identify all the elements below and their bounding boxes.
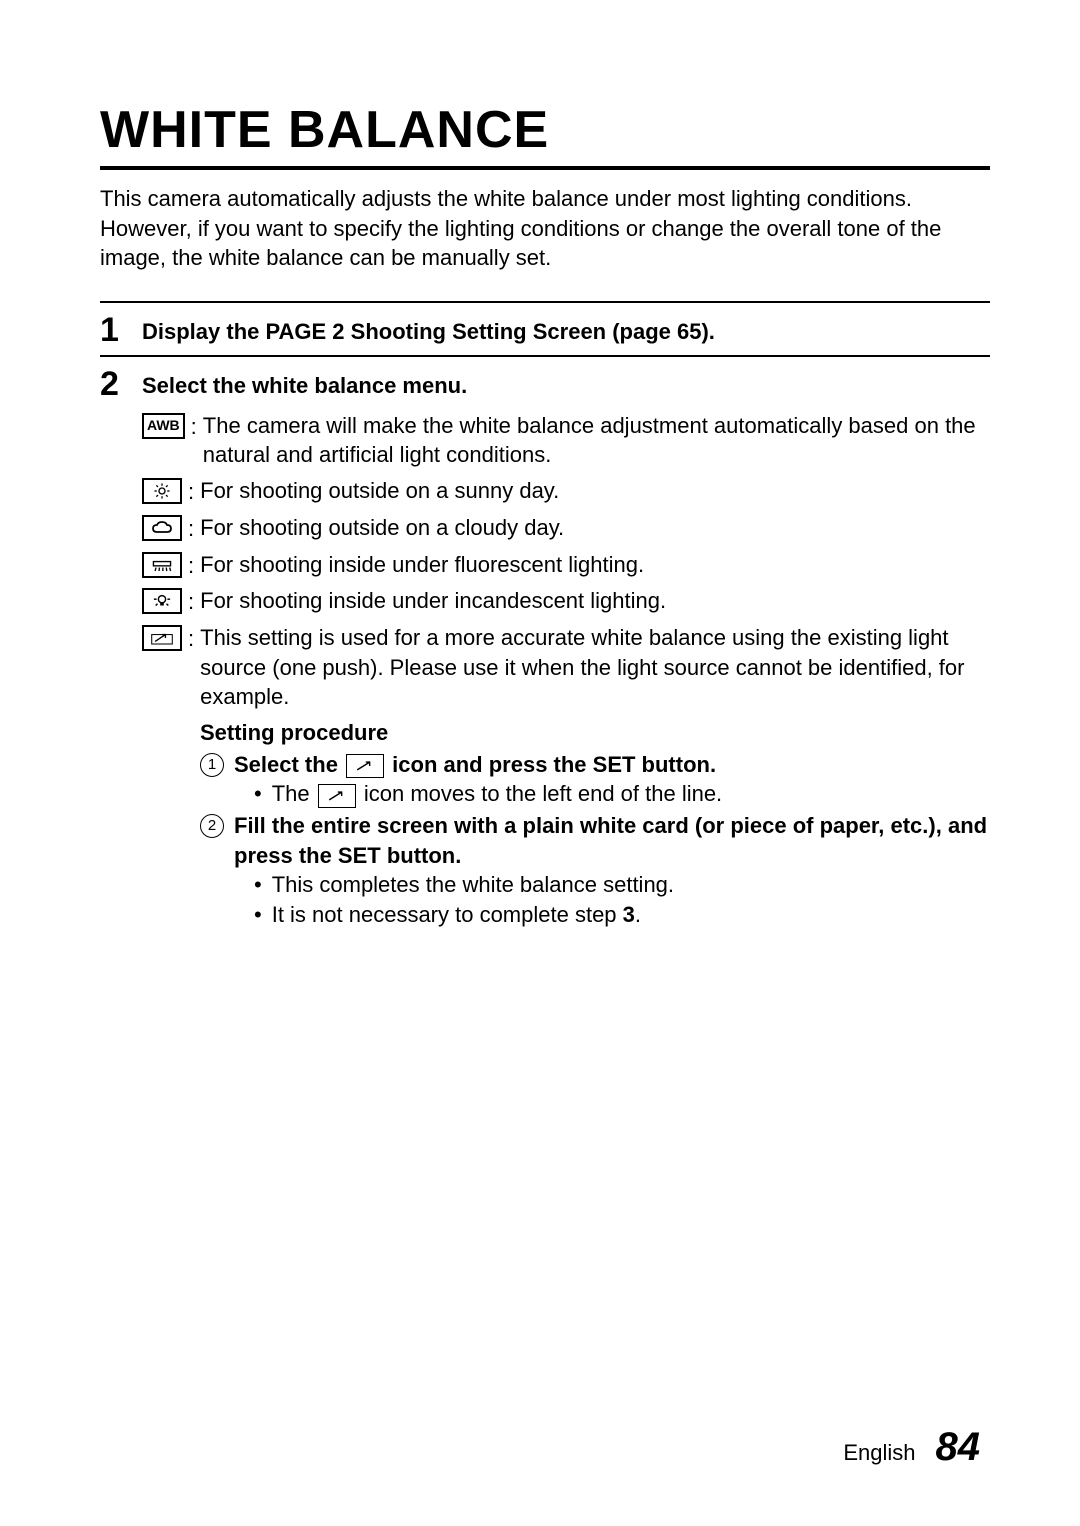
step-2-title: Select the white balance menu. (142, 365, 990, 401)
procedure-step-1: 1 Select the icon and press the SET butt… (200, 750, 990, 809)
step-1: 1 Display the PAGE 2 Shooting Setting Sc… (100, 311, 990, 347)
step-number: 1 (100, 313, 128, 347)
onepush-description: This setting is used for a more accurate… (200, 623, 990, 712)
onepush-inline-icon (346, 754, 384, 778)
awb-icon: AWB (142, 413, 185, 439)
circled-1-icon: 1 (200, 753, 224, 777)
setting-procedure: Setting procedure 1 Select the icon and … (200, 718, 990, 930)
colon: : (188, 477, 194, 507)
wb-options-list: AWB : The camera will make the white bal… (142, 411, 990, 712)
fluorescent-description: For shooting inside under fluorescent li… (200, 550, 990, 580)
step-number: 2 (100, 367, 128, 401)
onepush-icon (142, 625, 182, 651)
procedure-step-2: 2 Fill the entire screen with a plain wh… (200, 811, 990, 930)
proc1-after: icon and press the SET button. (386, 752, 716, 777)
wb-option-cloudy: : For shooting outside on a cloudy day. (142, 513, 990, 544)
fluorescent-icon (142, 552, 182, 578)
sunny-icon (142, 478, 182, 504)
sunny-description: For shooting outside on a sunny day. (200, 476, 990, 506)
wb-option-awb: AWB : The camera will make the white bal… (142, 411, 990, 470)
proc1-bullet: • The icon moves to the left end of the … (254, 779, 990, 809)
footer-language: English (843, 1440, 915, 1466)
proc1-bullet-text: The icon moves to the left end of the li… (272, 779, 722, 809)
page-title: WHITE BALANCE (100, 100, 990, 160)
wb-option-sunny: : For shooting outside on a sunny day. (142, 476, 990, 507)
page-number: 84 (936, 1425, 981, 1470)
bullet-icon: • (254, 870, 262, 900)
colon: : (188, 551, 194, 581)
onepush-inline-icon (318, 784, 356, 808)
proc2-bullet1-text: This completes the white balance setting… (272, 870, 674, 900)
wb-option-incandescent: : For shooting inside under incandescent… (142, 586, 990, 617)
procedure-heading: Setting procedure (200, 718, 990, 748)
circled-2-icon: 2 (200, 814, 224, 838)
step-2: 2 Select the white balance menu. AWB : T… (100, 365, 990, 932)
manual-page: WHITE BALANCE This camera automatically … (0, 0, 1080, 1526)
wb-option-fluorescent: : For shooting inside under fluorescent … (142, 550, 990, 581)
step-divider (100, 355, 990, 357)
colon: : (188, 514, 194, 544)
awb-description: The camera will make the white balance a… (203, 411, 990, 470)
colon: : (191, 412, 197, 442)
proc2-bullet2-text: It is not necessary to complete step 3. (272, 900, 641, 930)
page-footer: English 84 (843, 1425, 980, 1470)
proc1-text: Select the icon and press the SET button… (234, 752, 716, 777)
proc2-bullet-1: • This completes the white balance setti… (254, 870, 990, 900)
incandescent-icon (142, 588, 182, 614)
wb-option-onepush: : This setting is used for a more accura… (142, 623, 990, 712)
incandescent-description: For shooting inside under incandescent l… (200, 586, 990, 616)
step-divider (100, 301, 990, 303)
title-rule (100, 166, 990, 170)
colon: : (188, 624, 194, 654)
intro-paragraph: This camera automatically adjusts the wh… (100, 184, 990, 273)
step-1-title: Display the PAGE 2 Shooting Setting Scre… (142, 311, 990, 347)
cloudy-icon (142, 515, 182, 541)
proc1-before: Select the (234, 752, 344, 777)
bullet-icon: • (254, 900, 262, 930)
proc2-bullet-2: • It is not necessary to complete step 3… (254, 900, 990, 930)
cloudy-description: For shooting outside on a cloudy day. (200, 513, 990, 543)
colon: : (188, 587, 194, 617)
bullet-icon: • (254, 779, 262, 809)
proc2-text: Fill the entire screen with a plain whit… (234, 813, 987, 868)
